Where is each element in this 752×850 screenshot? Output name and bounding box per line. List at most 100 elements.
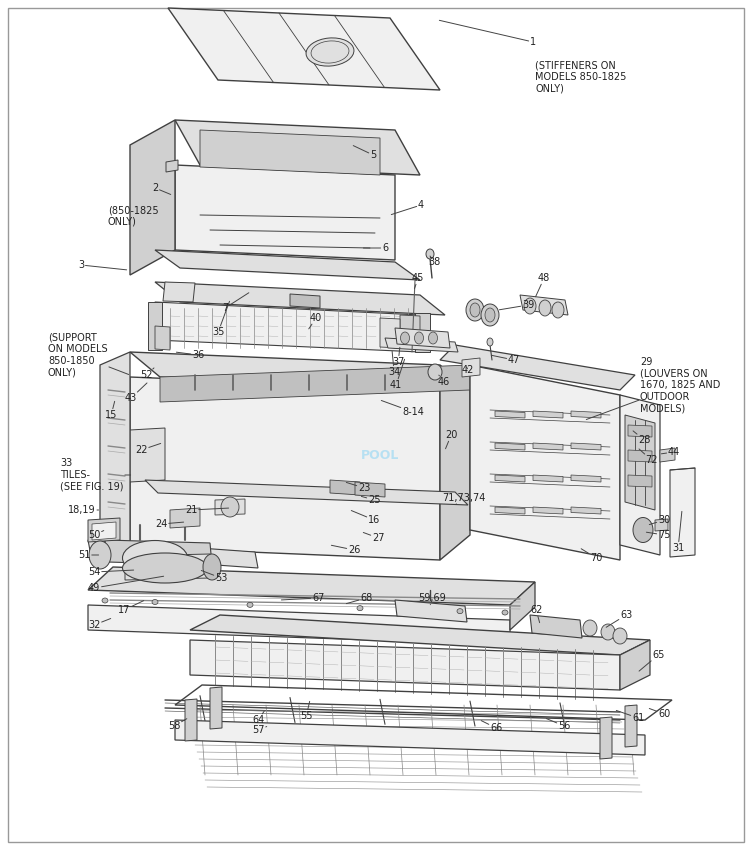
Text: 52: 52	[140, 368, 154, 380]
Ellipse shape	[633, 518, 653, 542]
Text: 64: 64	[252, 711, 264, 725]
Polygon shape	[100, 352, 130, 563]
Polygon shape	[105, 540, 212, 565]
Polygon shape	[625, 415, 655, 510]
Polygon shape	[620, 640, 650, 690]
Text: 60: 60	[649, 709, 670, 719]
Polygon shape	[130, 352, 470, 390]
Polygon shape	[163, 282, 195, 302]
Text: 23: 23	[347, 483, 371, 493]
Polygon shape	[495, 443, 525, 450]
Text: 20: 20	[445, 430, 457, 449]
Polygon shape	[395, 600, 467, 622]
Polygon shape	[160, 365, 470, 402]
Text: 17: 17	[118, 601, 144, 615]
Ellipse shape	[426, 249, 434, 259]
Ellipse shape	[221, 497, 239, 517]
Text: 65: 65	[639, 650, 664, 672]
Ellipse shape	[601, 624, 615, 640]
Ellipse shape	[89, 541, 111, 569]
Text: 51: 51	[78, 550, 99, 560]
Text: 28: 28	[633, 431, 650, 445]
Polygon shape	[130, 120, 175, 275]
Text: 50: 50	[88, 530, 104, 540]
Text: 44: 44	[661, 447, 681, 457]
Ellipse shape	[102, 598, 108, 603]
Polygon shape	[625, 705, 637, 747]
Text: 1: 1	[439, 20, 536, 47]
Ellipse shape	[502, 610, 508, 615]
Ellipse shape	[613, 628, 627, 644]
Text: 41: 41	[390, 360, 405, 390]
Text: 4: 4	[391, 200, 424, 214]
Text: 56: 56	[546, 718, 570, 731]
Text: (SUPPORT
ON MODELS
850-1850
ONLY): (SUPPORT ON MODELS 850-1850 ONLY)	[48, 332, 129, 377]
Polygon shape	[670, 468, 695, 557]
Text: 71,73,74: 71,73,74	[442, 493, 485, 504]
Polygon shape	[600, 717, 612, 759]
Polygon shape	[533, 411, 563, 418]
Ellipse shape	[470, 303, 480, 317]
Text: 30: 30	[649, 515, 670, 525]
Polygon shape	[520, 295, 568, 315]
Polygon shape	[155, 326, 170, 350]
Ellipse shape	[123, 553, 208, 583]
Polygon shape	[215, 499, 245, 515]
Polygon shape	[628, 425, 652, 437]
Ellipse shape	[306, 38, 354, 66]
Polygon shape	[155, 250, 420, 280]
Text: 40: 40	[309, 313, 323, 329]
Text: 66: 66	[481, 721, 502, 733]
Polygon shape	[510, 582, 535, 630]
Text: 32: 32	[88, 619, 111, 630]
Polygon shape	[175, 120, 420, 175]
Polygon shape	[88, 605, 510, 645]
Text: 37: 37	[392, 348, 405, 367]
Polygon shape	[400, 315, 420, 345]
Polygon shape	[628, 475, 652, 487]
Ellipse shape	[583, 620, 597, 636]
Polygon shape	[290, 294, 320, 308]
Polygon shape	[130, 428, 165, 482]
Polygon shape	[92, 522, 116, 540]
Polygon shape	[533, 475, 563, 482]
Text: 47: 47	[491, 355, 520, 365]
Text: 36: 36	[177, 350, 205, 360]
Ellipse shape	[457, 609, 463, 614]
Text: 21: 21	[185, 505, 229, 515]
Text: (850-1825
ONLY): (850-1825 ONLY)	[108, 205, 159, 227]
Text: 18,19: 18,19	[68, 505, 99, 515]
Polygon shape	[88, 518, 120, 542]
Polygon shape	[380, 318, 400, 348]
Text: (STIFFENERS ON
MODELS 850-1825
ONLY): (STIFFENERS ON MODELS 850-1825 ONLY)	[535, 60, 626, 94]
Text: 7: 7	[222, 292, 249, 313]
Text: 61: 61	[617, 711, 644, 723]
Polygon shape	[620, 395, 660, 555]
Ellipse shape	[401, 332, 410, 344]
Text: POOL: POOL	[361, 449, 399, 462]
Text: 26: 26	[332, 545, 360, 555]
Text: 22: 22	[135, 444, 161, 455]
Polygon shape	[170, 508, 200, 528]
Text: 29
(LOUVERS ON
1670, 1825 AND
OUTDOOR
MODELS): 29 (LOUVERS ON 1670, 1825 AND OUTDOOR MO…	[587, 357, 720, 420]
Ellipse shape	[203, 554, 221, 580]
Text: 48: 48	[535, 273, 550, 297]
Ellipse shape	[552, 302, 564, 318]
Polygon shape	[190, 640, 620, 690]
Text: 49: 49	[88, 576, 164, 593]
Ellipse shape	[123, 541, 187, 575]
Polygon shape	[130, 377, 440, 560]
Text: 35: 35	[212, 301, 229, 337]
Polygon shape	[533, 507, 563, 514]
Text: 15: 15	[105, 401, 117, 420]
Text: 24: 24	[155, 519, 183, 529]
Text: 42: 42	[462, 365, 475, 375]
Polygon shape	[495, 507, 525, 514]
Polygon shape	[355, 482, 385, 497]
Polygon shape	[470, 365, 620, 560]
Ellipse shape	[524, 298, 536, 314]
Text: 63: 63	[606, 610, 632, 627]
Polygon shape	[175, 165, 395, 260]
Text: 45: 45	[412, 273, 424, 289]
Polygon shape	[571, 507, 601, 514]
